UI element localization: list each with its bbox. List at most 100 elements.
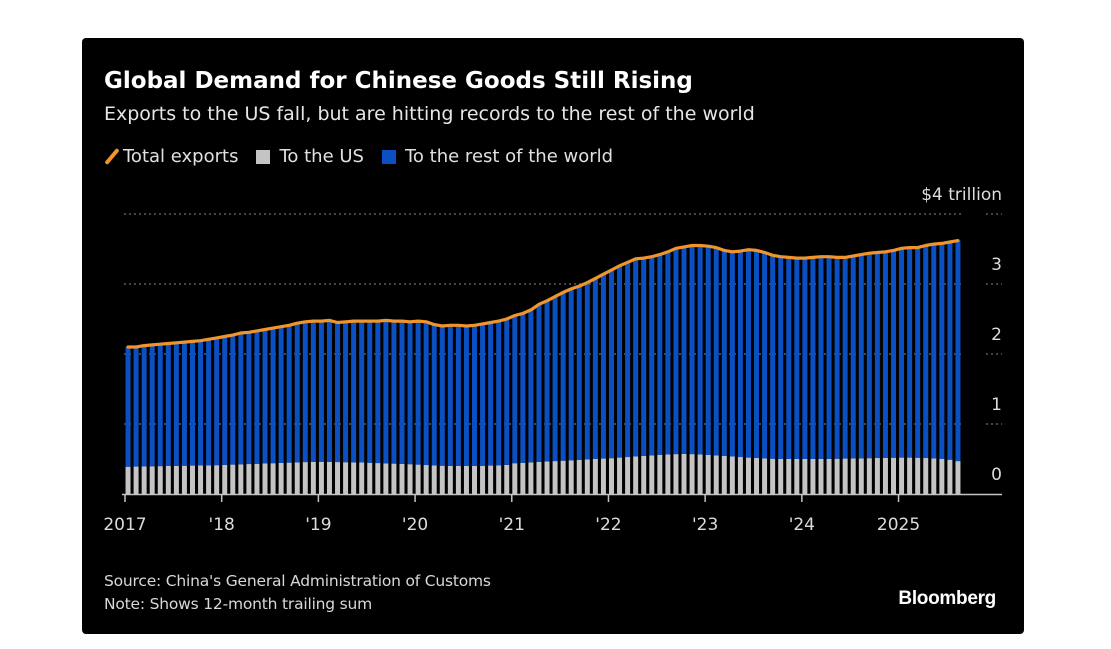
bar-us: [737, 457, 743, 494]
bar-rest-of-world: [697, 245, 703, 455]
bar-rest-of-world: [375, 321, 381, 464]
bar-rest-of-world: [399, 321, 405, 464]
y-tick-label: 0: [991, 465, 1002, 485]
bar-rest-of-world: [335, 322, 341, 463]
bar-us: [399, 463, 405, 494]
bar-rest-of-world: [786, 257, 792, 459]
bar-us: [874, 458, 880, 494]
chart-subtitle: Exports to the US fall, but are hitting …: [104, 103, 755, 125]
bar-us: [633, 456, 639, 494]
bar-us: [770, 458, 776, 494]
bar-us: [125, 466, 131, 494]
bar-rest-of-world: [286, 325, 292, 463]
footer: Source: China's General Administration o…: [104, 570, 491, 616]
legend-label-us: To the US: [279, 146, 364, 167]
bar-rest-of-world: [568, 288, 574, 461]
bar-rest-of-world: [923, 245, 929, 459]
bar-rest-of-world: [439, 326, 445, 466]
bar-rest-of-world: [842, 257, 848, 459]
bar-rest-of-world: [850, 256, 856, 459]
bar-us: [326, 461, 332, 494]
bar-rest-of-world: [238, 333, 244, 465]
bar-us: [286, 462, 292, 494]
bar-us: [254, 463, 260, 494]
bar-us: [794, 459, 800, 494]
bar-us: [955, 461, 961, 494]
bar-rest-of-world: [480, 323, 486, 466]
bar-us: [504, 464, 510, 494]
bar-us: [907, 457, 913, 494]
bar-us: [762, 458, 768, 494]
bar-rest-of-world: [617, 265, 623, 458]
bar-us: [576, 459, 582, 494]
bar-us: [198, 465, 204, 494]
legend-item-total: Total exports: [104, 146, 238, 167]
x-tick-label: '22: [595, 515, 621, 535]
x-tick-label: 2025: [877, 515, 920, 535]
bar-us: [141, 466, 147, 494]
bar-us: [222, 464, 228, 494]
bar-rest-of-world: [592, 278, 598, 459]
chart-title: Global Demand for Chinese Goods Still Ri…: [104, 68, 693, 94]
total-line-layer: [126, 239, 960, 349]
bar-us: [810, 459, 816, 494]
legend: Total exports To the US To the rest of t…: [104, 146, 631, 167]
methodology-note: Note: Shows 12-month trailing sum: [104, 595, 373, 613]
bar-us: [818, 459, 824, 494]
bar-us: [552, 461, 558, 494]
bar-us: [262, 463, 268, 494]
legend-label-rest: To the rest of the world: [405, 146, 614, 167]
bar-us: [858, 458, 864, 494]
bar-rest-of-world: [246, 332, 252, 465]
bar-rest-of-world: [576, 286, 582, 460]
bar-rest-of-world: [165, 343, 171, 466]
bar-rest-of-world: [915, 247, 921, 458]
x-tick-label: '20: [402, 515, 428, 535]
bar-us: [600, 458, 606, 494]
bar-us: [560, 460, 566, 494]
bar-us: [318, 461, 324, 494]
bar-us: [149, 466, 155, 494]
bar-us: [407, 464, 413, 494]
bar-us: [496, 465, 502, 494]
bar-us: [359, 462, 365, 494]
bar-rest-of-world: [254, 330, 260, 464]
bar-us: [754, 458, 760, 494]
bar-us: [181, 465, 187, 494]
chart-card: Global Demand for Chinese Goods Still Ri…: [82, 38, 1024, 634]
bar-us: [431, 465, 437, 494]
bar-rest-of-world: [536, 304, 542, 462]
bar-rest-of-world: [633, 258, 639, 457]
bar-rest-of-world: [463, 326, 469, 466]
bar-rest-of-world: [939, 243, 945, 459]
bar-rest-of-world: [818, 256, 824, 459]
bar-us: [447, 465, 453, 494]
bar-us: [891, 457, 897, 494]
bar-rest-of-world: [681, 246, 687, 454]
y-tick-label: 3: [991, 255, 1002, 275]
bar-us: [923, 458, 929, 494]
bar-us: [802, 459, 808, 494]
bar-rest-of-world: [214, 337, 220, 466]
bar-us: [383, 463, 389, 494]
bar-us: [512, 463, 518, 494]
bar-rest-of-world: [754, 250, 760, 459]
bar-rest-of-world: [222, 336, 228, 465]
legend-item-us: To the US: [256, 146, 364, 167]
bar-rest-of-world: [778, 256, 784, 459]
bar-rest-of-world: [544, 300, 550, 462]
bar-rest-of-world: [882, 251, 888, 458]
bar-rest-of-world: [149, 344, 155, 467]
bar-us: [278, 462, 284, 494]
bar-us: [206, 465, 212, 494]
bar-us: [391, 463, 397, 494]
bar-rest-of-world: [955, 240, 961, 462]
bar-rest-of-world: [294, 323, 300, 463]
bar-us: [721, 455, 727, 494]
bar-rest-of-world: [858, 254, 864, 459]
bar-rest-of-world: [318, 321, 324, 462]
bar-rest-of-world: [810, 257, 816, 459]
bar-us: [705, 454, 711, 494]
bar-us: [173, 465, 179, 494]
bars: [125, 240, 961, 494]
